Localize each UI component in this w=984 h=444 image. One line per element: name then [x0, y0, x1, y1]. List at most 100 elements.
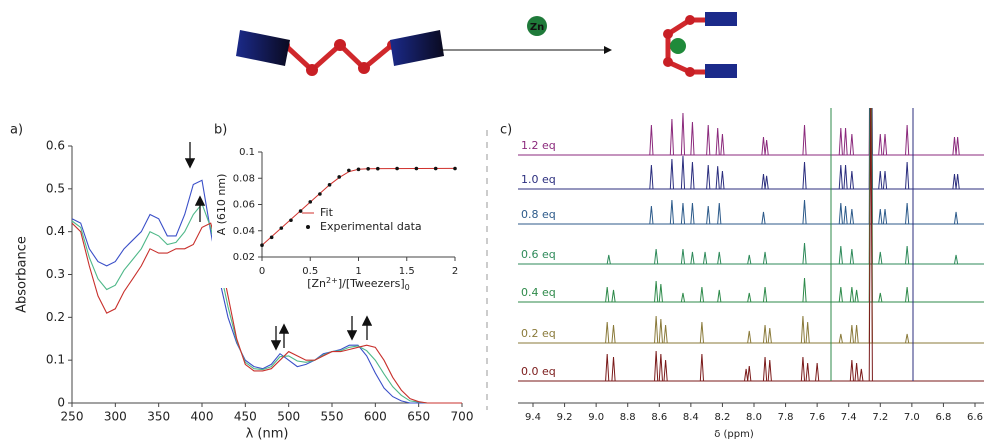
- x-axis-label: λ (nm): [246, 427, 289, 442]
- x-tick-label: 7.4: [841, 412, 857, 423]
- data-point: [395, 166, 399, 171]
- trace-label: 1.2 eq: [521, 139, 556, 152]
- nmr-peak: [690, 161, 695, 190]
- x-axis-label-part: 2+: [326, 276, 338, 285]
- nmr-peak: [882, 170, 888, 190]
- nmr-peak: [878, 133, 883, 156]
- nmr-peak: [761, 211, 766, 225]
- nmr-peak: [605, 286, 610, 303]
- y-tick-label: 0.4: [46, 224, 65, 238]
- nmr-peak: [649, 205, 654, 225]
- data-point: [289, 218, 293, 223]
- x-tick-label: 0.5: [302, 266, 318, 277]
- nmr-peak: [658, 283, 663, 303]
- x-tick-label: 300: [104, 410, 127, 424]
- y-axis-label: A (610 nm): [215, 174, 228, 236]
- nmr-peak: [843, 164, 848, 190]
- nmr-peak: [955, 136, 960, 156]
- data-point: [337, 175, 342, 179]
- spectrum-line: [71, 222, 462, 404]
- nmr-peak: [767, 327, 772, 344]
- nmr-peak: [800, 315, 806, 344]
- nmr-peak: [882, 208, 888, 225]
- data-point: [308, 200, 313, 204]
- y-axis-label: Absorbance: [15, 236, 30, 313]
- nmr-peak: [715, 166, 720, 190]
- nmr-peak: [762, 251, 768, 265]
- x-tick-label: 350: [147, 410, 170, 424]
- y-tick-label: 0.5: [46, 181, 65, 195]
- nmr-peak: [669, 118, 675, 156]
- nmr-peak: [764, 175, 769, 190]
- x-tick-label: 8.0: [746, 412, 762, 423]
- nmr-peak: [838, 333, 843, 344]
- x-axis-label-part: 0: [405, 283, 410, 292]
- nmr-peak: [706, 124, 711, 156]
- y-tick-label: 0: [57, 396, 65, 410]
- nmr-peak: [849, 286, 854, 303]
- nmr-peak: [878, 251, 883, 265]
- x-tick-label: 9.4: [525, 412, 541, 423]
- nmr-peak: [905, 286, 910, 303]
- x-tick-label: 550: [321, 410, 344, 424]
- data-point: [298, 209, 303, 213]
- x-tick-label: 9.2: [557, 412, 573, 423]
- y-tick-label: 0.02: [233, 252, 255, 263]
- nmr-peak: [854, 289, 859, 303]
- nmr-peak: [905, 202, 910, 225]
- nmr-peak: [838, 202, 843, 225]
- nmr-peak: [838, 164, 843, 190]
- y-tick-label: 0.08: [233, 173, 255, 184]
- nmr-peak: [905, 245, 910, 265]
- nmr-peak: [680, 248, 686, 265]
- nmr-peak: [878, 292, 883, 303]
- y-tick-label: 0.06: [233, 200, 255, 211]
- x-tick-label: 6.6: [967, 412, 983, 423]
- spectrum-line: [71, 202, 462, 404]
- legend-marker: [306, 225, 310, 229]
- nmr-peak: [747, 365, 752, 382]
- nmr-peak: [611, 324, 616, 344]
- x-axis-label: [Zn2+]/[Tweezers]0: [307, 276, 410, 292]
- nmr-peak: [744, 368, 749, 382]
- band-arrows: [184, 142, 373, 351]
- nmr-peak: [720, 170, 725, 190]
- data-point: [318, 192, 322, 196]
- solvent-lines: [830, 108, 914, 381]
- x-tick-label: 600: [364, 410, 387, 424]
- x-tick-label: 2: [452, 266, 458, 277]
- nmr-peak: [680, 112, 686, 156]
- data-point: [453, 166, 457, 171]
- nmr-peak: [802, 242, 807, 265]
- nmr-peak: [882, 133, 888, 156]
- nmr-peak: [702, 251, 708, 265]
- nmr-peak: [699, 286, 705, 303]
- nmr-peak: [649, 164, 654, 190]
- panel-c: 9.4 9.2 9.0 8.8 8.6 8.4 8.2 8.0 7.8 7.6 7.4 7.2 7.0 6…: [500, 108, 984, 440]
- nmr-peak: [654, 280, 659, 303]
- x-tick-label: 650: [407, 410, 430, 424]
- nmr-peak: [606, 254, 611, 265]
- trace-label: 1.0 eq: [521, 173, 556, 186]
- nmr-peak: [669, 199, 675, 225]
- data-point: [366, 167, 370, 171]
- y-tick-label: 0.1: [239, 147, 255, 158]
- nmr-peak: [715, 127, 720, 156]
- nmr-peak: [849, 324, 854, 344]
- nmr-peak: [859, 368, 864, 382]
- nmr-peak: [706, 205, 711, 225]
- data-point: [376, 166, 380, 171]
- nmr-peak: [764, 139, 769, 156]
- nmr-peak: [953, 254, 959, 265]
- x-tick-label: 7.6: [809, 412, 825, 423]
- nmr-peak: [905, 124, 910, 156]
- nmr-peak: [611, 356, 616, 382]
- nmr-peak: [838, 286, 843, 303]
- nmr-peak: [669, 158, 675, 190]
- nmr-peak: [699, 353, 705, 382]
- nmr-peak: [706, 164, 711, 190]
- x-tick-label: 7.2: [872, 412, 888, 423]
- trace-label: 0.8 eq: [521, 208, 556, 221]
- nmr-peak: [690, 202, 695, 225]
- x-tick-label: 7.0: [904, 412, 920, 423]
